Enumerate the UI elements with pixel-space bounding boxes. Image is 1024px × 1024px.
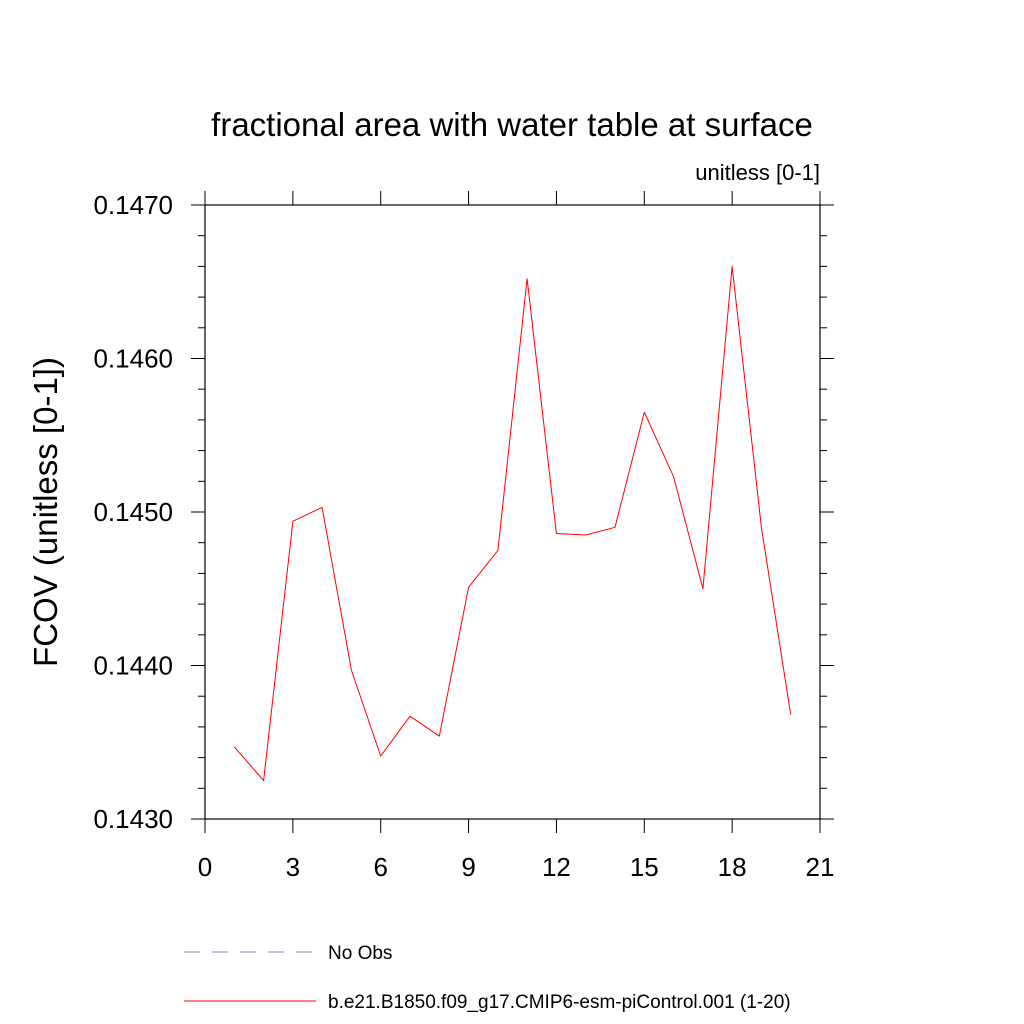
axis-ticks bbox=[191, 191, 834, 833]
legend: No Obs b.e21.B1850.f09_g17.CMIP6-esm-piCo… bbox=[184, 943, 791, 1013]
x-tick-label: 12 bbox=[542, 852, 571, 882]
y-axis-label: FCOV (unitless [0-1]) bbox=[27, 357, 64, 667]
x-tick-label: 3 bbox=[286, 852, 300, 882]
y-tick-label: 0.1440 bbox=[93, 651, 173, 681]
legend-label-1: b.e21.B1850.f09_g17.CMIP6-esm-piControl.… bbox=[328, 992, 791, 1013]
x-tick-label: 0 bbox=[198, 852, 212, 882]
x-tick-label: 21 bbox=[806, 852, 835, 882]
plot-border bbox=[204, 204, 821, 820]
y-tick-label: 0.1430 bbox=[93, 804, 173, 834]
legend-label-0: No Obs bbox=[328, 943, 392, 964]
tick-labels: 0 3 6 9 12 15 18 21 0.1430 0.1440 0.1450 0.1460 0.14… bbox=[93, 190, 834, 882]
chart-units-subtitle: unitless [0-1] bbox=[695, 160, 820, 185]
chart-title: fractional area with water table at surf… bbox=[211, 106, 813, 143]
x-tick-label: 9 bbox=[461, 852, 475, 882]
series-line-0 bbox=[233, 265, 792, 782]
x-tick-label: 6 bbox=[373, 852, 387, 882]
x-tick-label: 18 bbox=[718, 852, 747, 882]
plot-frame bbox=[204, 204, 821, 820]
x-tick-label: 15 bbox=[630, 852, 659, 882]
series-lines bbox=[233, 265, 792, 782]
y-tick-label: 0.1470 bbox=[93, 190, 173, 220]
y-tick-label: 0.1460 bbox=[93, 344, 173, 374]
y-tick-label: 0.1450 bbox=[93, 497, 173, 527]
